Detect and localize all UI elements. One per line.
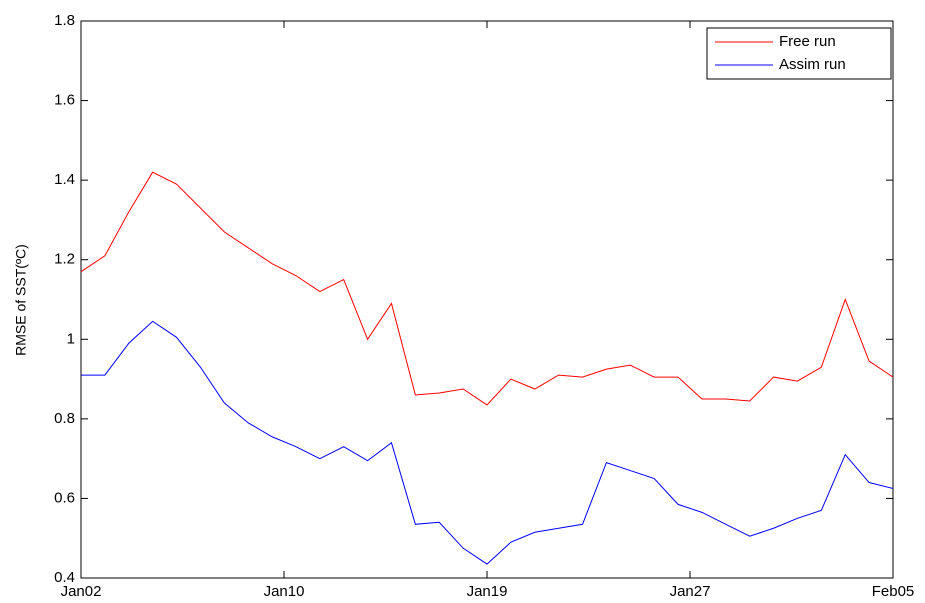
x-tick-label: Jan19 — [467, 583, 508, 600]
plot-frame — [80, 20, 894, 579]
legend-label: Assim run — [779, 56, 846, 73]
y-tick-label: 0.6 — [54, 489, 75, 506]
y-axis-label: RMSE of SST(ºC) — [13, 244, 29, 356]
x-tick-label: Jan27 — [670, 583, 711, 600]
y-tick-label: 1.8 — [54, 12, 75, 29]
y-tick-label: 1.2 — [54, 251, 75, 268]
series-line — [81, 320, 894, 565]
y-tick-label: 1 — [67, 330, 75, 347]
legend-label: Free run — [779, 33, 836, 50]
x-tick-label: Feb05 — [872, 583, 915, 600]
y-tick-label: 0.8 — [54, 410, 75, 427]
legend-box — [706, 27, 892, 80]
series-line — [80, 171, 894, 406]
y-tick-label: 1.4 — [54, 171, 75, 188]
y-tick-label: 0.4 — [54, 569, 75, 586]
x-tick-label: Jan02 — [61, 583, 102, 600]
y-tick-label: 1.6 — [54, 92, 75, 109]
x-tick-label: Jan10 — [264, 583, 305, 600]
